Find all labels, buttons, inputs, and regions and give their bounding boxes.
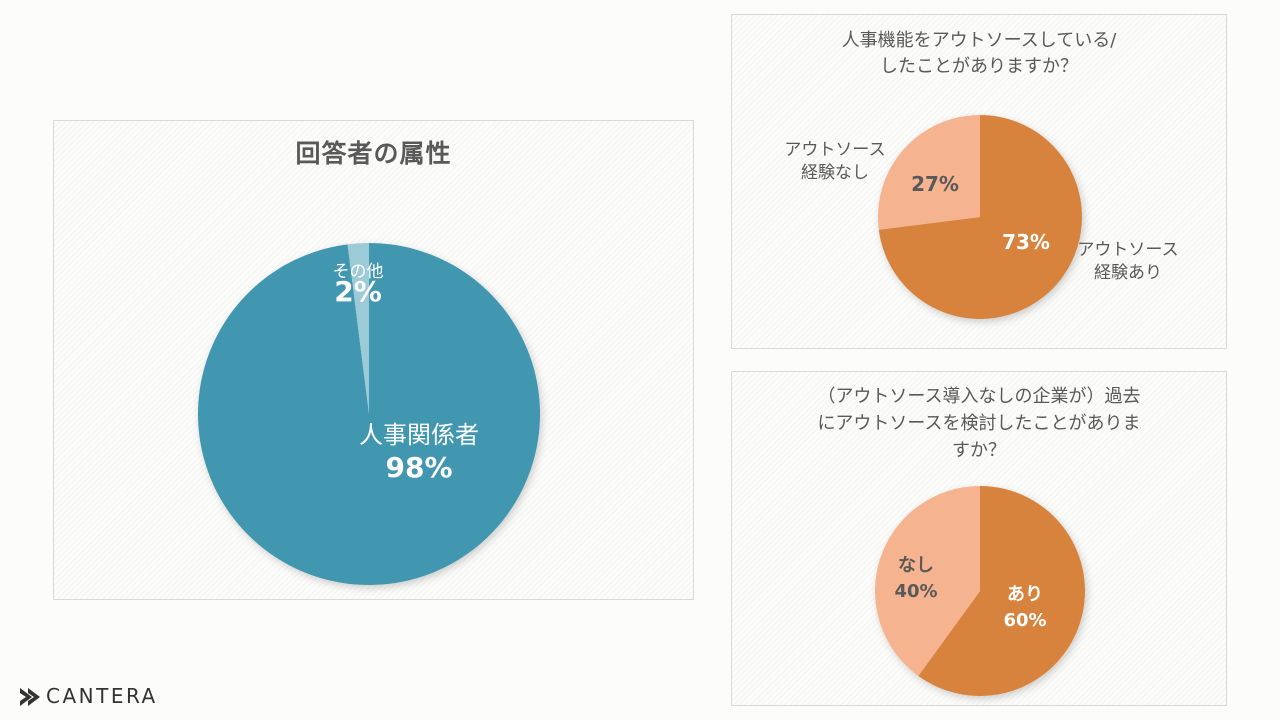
cantera-chevron-logo-icon bbox=[20, 688, 40, 706]
chart-title-line-1: （アウトソース導入なしの企業が）過去 bbox=[817, 386, 1141, 407]
data-label-category: 経験なし bbox=[801, 163, 869, 183]
data-label-category: なし bbox=[898, 555, 934, 576]
chart-title-line-1: 人事機能をアウトソースしている/ bbox=[841, 30, 1117, 51]
chart-title: （アウトソース導入なしの企業が）過去 にアウトソースを検討したことがありま すか… bbox=[732, 383, 1226, 464]
pie-slice-1 bbox=[875, 486, 980, 676]
data-label-value: 2% bbox=[334, 275, 382, 308]
data-label-value: 60% bbox=[1003, 610, 1046, 631]
chart-panel-respondents: 回答者の属性 人事関係者 98% その他 2% bbox=[53, 120, 694, 600]
chart-title-line: 回答者の属性 bbox=[295, 139, 452, 168]
pie-slices bbox=[875, 486, 1085, 696]
pie-slices bbox=[878, 115, 1082, 319]
pie-slice-1 bbox=[347, 243, 369, 414]
logo-text: CANTERA bbox=[46, 684, 158, 708]
pie-slice-0 bbox=[878, 115, 1082, 319]
data-label-value: 73% bbox=[1002, 230, 1050, 254]
chart-title-line-2: にアウトソースを検討したことがありま bbox=[817, 413, 1141, 434]
chart-panel-outsourcing-considered: （アウトソース導入なしの企業が）過去 にアウトソースを検討したことがありま すか… bbox=[731, 371, 1227, 706]
chart-title: 人事機能をアウトソースしている/ したことがありますか？ bbox=[732, 28, 1226, 80]
data-label-category: 人事関係者 bbox=[359, 421, 479, 449]
data-label-value: 98% bbox=[385, 451, 452, 484]
pie-slice-0 bbox=[918, 486, 1085, 696]
chart-title-line-2: したことがありますか？ bbox=[880, 56, 1078, 77]
data-label-value: 27% bbox=[911, 172, 959, 196]
data-label-category: その他 bbox=[333, 262, 384, 282]
cantera-logo: CANTERA bbox=[18, 683, 168, 711]
pie-chart-outsourcing-considered: あり 60% なし 40% bbox=[875, 486, 1085, 696]
chart-panel-outsourcing-experience: 人事機能をアウトソースしている/ したことがありますか？ 73% アウトソース 経験… bbox=[731, 14, 1227, 349]
data-label-category: アウトソース bbox=[784, 140, 885, 160]
chart-title-line-3: すか？ bbox=[952, 440, 1006, 461]
data-label-category: アウトソース bbox=[1077, 240, 1178, 260]
pie-slice-1 bbox=[878, 115, 980, 230]
data-label-category: 経験あり bbox=[1094, 263, 1162, 283]
pie-slices bbox=[197, 243, 540, 585]
data-label-category: あり bbox=[1007, 584, 1043, 605]
chart-title: 回答者の属性 bbox=[54, 134, 693, 170]
data-label-value: 40% bbox=[894, 581, 937, 602]
